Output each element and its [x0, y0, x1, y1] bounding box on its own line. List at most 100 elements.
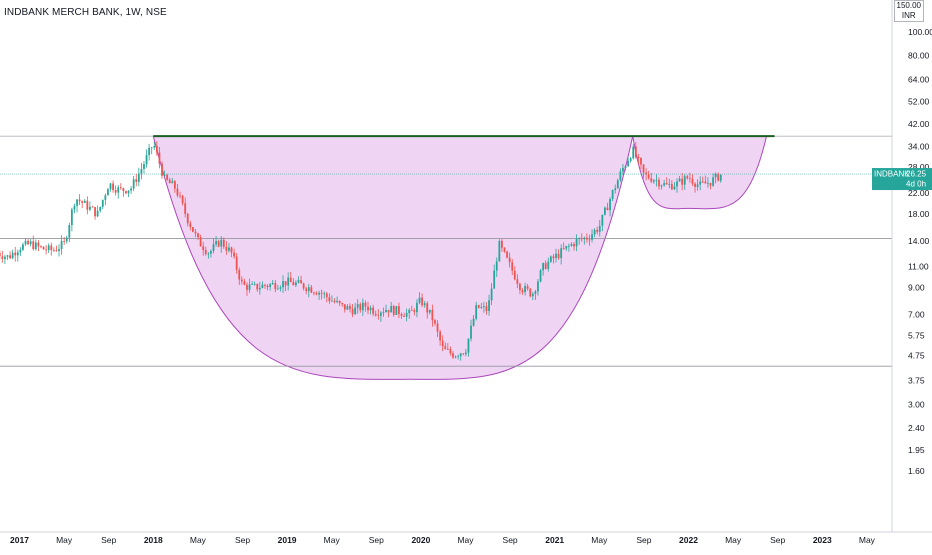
candle-body[interactable]	[400, 314, 403, 316]
candle-body[interactable]	[132, 179, 135, 189]
candle-body[interactable]	[398, 306, 400, 315]
candle-body[interactable]	[544, 263, 547, 269]
candle-body[interactable]	[217, 241, 220, 247]
candle-body[interactable]	[143, 164, 145, 169]
candle-body[interactable]	[40, 246, 42, 248]
candle-body[interactable]	[189, 223, 192, 228]
price-badge[interactable]	[872, 168, 932, 191]
candle-body[interactable]	[596, 229, 599, 232]
candle-body[interactable]	[712, 177, 714, 186]
candle-body[interactable]	[45, 249, 48, 251]
candle-body[interactable]	[289, 277, 292, 283]
candle-body[interactable]	[331, 300, 333, 302]
candle-body[interactable]	[323, 293, 326, 295]
candle-body[interactable]	[27, 240, 30, 245]
candle-body[interactable]	[457, 356, 460, 358]
candle-body[interactable]	[369, 307, 372, 311]
candle-body[interactable]	[673, 186, 676, 190]
candle-body[interactable]	[640, 157, 642, 165]
candle-body[interactable]	[212, 244, 215, 251]
candle-body[interactable]	[624, 166, 627, 169]
candle-body[interactable]	[691, 178, 694, 184]
candle-body[interactable]	[717, 173, 720, 181]
candle-body[interactable]	[83, 200, 86, 203]
candle-body[interactable]	[508, 257, 511, 263]
candle-body[interactable]	[313, 292, 315, 294]
candle-body[interactable]	[431, 309, 434, 321]
candle-body[interactable]	[632, 146, 635, 159]
candle-body[interactable]	[76, 199, 78, 206]
candle-body[interactable]	[408, 310, 411, 313]
candle-body[interactable]	[297, 280, 300, 283]
candle-body[interactable]	[472, 318, 475, 326]
candle-body[interactable]	[199, 237, 202, 247]
candle-body[interactable]	[70, 209, 73, 226]
candle-body[interactable]	[604, 207, 606, 215]
candle-body[interactable]	[279, 287, 282, 289]
candle-body[interactable]	[215, 241, 217, 245]
candle-body[interactable]	[426, 303, 429, 313]
candle-body[interactable]	[503, 247, 506, 252]
candle-body[interactable]	[439, 331, 442, 341]
candle-body[interactable]	[467, 338, 470, 353]
candle-body[interactable]	[622, 168, 624, 172]
candle-body[interactable]	[410, 310, 413, 311]
candle-body[interactable]	[32, 241, 35, 250]
candle-body[interactable]	[578, 238, 581, 240]
candle-body[interactable]	[428, 309, 431, 313]
candle-body[interactable]	[663, 183, 666, 186]
candle-body[interactable]	[688, 178, 691, 179]
candle-body[interactable]	[609, 199, 611, 211]
candle-body[interactable]	[585, 237, 588, 240]
candle-body[interactable]	[531, 293, 534, 297]
candle-body[interactable]	[616, 180, 619, 189]
candle-body[interactable]	[202, 246, 205, 251]
candle-body[interactable]	[240, 279, 243, 282]
candle-body[interactable]	[117, 187, 120, 193]
candle-body[interactable]	[382, 312, 385, 313]
candle-body[interactable]	[274, 283, 277, 290]
candle-body[interactable]	[446, 349, 449, 350]
candle-body[interactable]	[145, 155, 148, 165]
candle-body[interactable]	[171, 181, 174, 184]
candle-body[interactable]	[444, 346, 447, 350]
candle-body[interactable]	[470, 325, 472, 339]
candle-body[interactable]	[96, 210, 99, 217]
candle-body[interactable]	[60, 240, 63, 250]
candle-body[interactable]	[318, 292, 320, 295]
candle-body[interactable]	[258, 287, 261, 290]
candle-body[interactable]	[73, 205, 76, 210]
candle-body[interactable]	[634, 146, 637, 157]
candle-body[interactable]	[343, 304, 346, 310]
candle-body[interactable]	[320, 292, 323, 294]
candle-body[interactable]	[524, 286, 526, 293]
candle-body[interactable]	[14, 252, 17, 256]
candle-body[interactable]	[611, 190, 614, 200]
candle-body[interactable]	[300, 280, 302, 284]
candle-body[interactable]	[557, 253, 560, 259]
candle-body[interactable]	[135, 179, 138, 182]
candle-body[interactable]	[81, 201, 84, 203]
candle-body[interactable]	[459, 353, 462, 357]
candle-body[interactable]	[328, 297, 331, 301]
candle-body[interactable]	[606, 207, 609, 211]
candle-body[interactable]	[261, 284, 264, 288]
candle-body[interactable]	[519, 283, 521, 291]
candle-body[interactable]	[642, 164, 645, 173]
currency-label[interactable]: 150.00 INR	[893, 0, 924, 22]
candle-body[interactable]	[349, 306, 351, 309]
candle-body[interactable]	[50, 245, 53, 251]
candle-body[interactable]	[498, 240, 501, 262]
candle-body[interactable]	[333, 300, 336, 303]
candle-body[interactable]	[573, 244, 575, 247]
candle-body[interactable]	[423, 303, 426, 306]
candle-body[interactable]	[699, 181, 702, 185]
candle-body[interactable]	[588, 239, 591, 241]
price-axis[interactable]	[892, 0, 932, 550]
candle-body[interactable]	[127, 190, 130, 194]
candle-body[interactable]	[346, 306, 349, 310]
candle-body[interactable]	[354, 307, 357, 315]
candle-body[interactable]	[480, 306, 483, 308]
